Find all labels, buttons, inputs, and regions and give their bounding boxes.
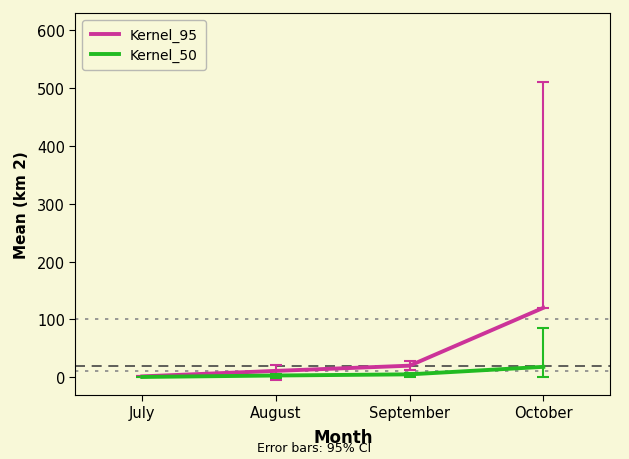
Kernel_50 <box>540 364 547 370</box>
Line: Kernel_50: Kernel_50 <box>142 367 543 377</box>
Kernel_95 <box>272 368 280 374</box>
Kernel_50 <box>406 372 413 377</box>
Kernel_95 <box>138 374 146 379</box>
Kernel_95 <box>540 305 547 311</box>
Legend: Kernel_95, Kernel_50: Kernel_95, Kernel_50 <box>82 21 206 71</box>
Kernel_50 <box>272 373 280 378</box>
Text: Error bars: 95% CI: Error bars: 95% CI <box>257 442 372 454</box>
Y-axis label: Mean (km 2): Mean (km 2) <box>14 151 28 258</box>
Line: Kernel_95: Kernel_95 <box>142 308 543 376</box>
Kernel_95 <box>406 363 413 369</box>
Kernel_50 <box>138 375 146 380</box>
X-axis label: Month: Month <box>313 428 372 446</box>
